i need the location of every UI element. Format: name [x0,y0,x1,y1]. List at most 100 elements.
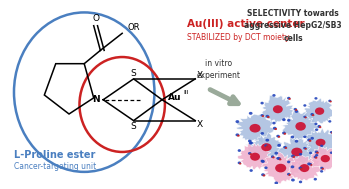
Ellipse shape [271,155,274,158]
Ellipse shape [261,132,264,135]
Ellipse shape [309,163,312,166]
Ellipse shape [287,119,290,122]
Ellipse shape [250,153,260,161]
Ellipse shape [307,139,311,141]
Ellipse shape [334,110,337,112]
Text: STABILIZED by DCT moiety: STABILIZED by DCT moiety [187,33,289,42]
Ellipse shape [315,139,326,146]
Ellipse shape [341,158,344,160]
Ellipse shape [236,133,239,136]
Ellipse shape [287,173,290,176]
Ellipse shape [303,115,306,118]
Ellipse shape [338,142,340,144]
Ellipse shape [314,150,318,153]
Ellipse shape [262,115,264,117]
Text: Cancer-targeting unit: Cancer-targeting unit [14,162,96,171]
Ellipse shape [282,132,286,134]
Polygon shape [288,152,322,181]
Ellipse shape [303,147,306,149]
Ellipse shape [283,146,287,149]
Ellipse shape [291,148,302,156]
Ellipse shape [260,102,264,105]
Ellipse shape [314,97,318,100]
Ellipse shape [295,109,297,111]
Text: in vitro
experiment: in vitro experiment [197,59,241,80]
Ellipse shape [264,144,268,147]
Polygon shape [262,152,300,184]
Ellipse shape [266,115,269,118]
Ellipse shape [303,136,306,138]
Ellipse shape [340,157,343,160]
Ellipse shape [310,137,314,140]
Text: III: III [183,90,188,95]
Ellipse shape [292,156,295,158]
Ellipse shape [312,114,314,116]
Ellipse shape [250,124,261,132]
Ellipse shape [261,143,272,151]
Ellipse shape [287,161,290,163]
Polygon shape [310,145,342,172]
Ellipse shape [273,105,283,113]
Ellipse shape [295,140,298,143]
Ellipse shape [315,154,318,156]
Ellipse shape [261,160,265,163]
Ellipse shape [272,94,276,97]
Ellipse shape [331,132,334,134]
Polygon shape [245,132,286,163]
Polygon shape [304,98,336,124]
Ellipse shape [284,133,286,135]
Ellipse shape [307,162,311,165]
Ellipse shape [291,165,294,168]
Ellipse shape [249,142,253,145]
Ellipse shape [285,147,287,149]
Polygon shape [304,128,336,155]
Ellipse shape [300,168,303,170]
Ellipse shape [320,167,324,170]
Text: L-Proline ester: L-Proline ester [14,150,95,160]
Ellipse shape [288,98,291,100]
Ellipse shape [261,160,264,162]
Ellipse shape [288,174,291,176]
Ellipse shape [319,126,321,128]
Ellipse shape [330,151,333,154]
Ellipse shape [250,142,253,144]
Ellipse shape [266,139,269,142]
Ellipse shape [309,140,311,142]
Text: N: N [92,95,99,104]
Text: Au(III) active center: Au(III) active center [187,19,304,29]
Ellipse shape [330,131,333,133]
Ellipse shape [315,157,318,159]
Ellipse shape [336,141,340,144]
Ellipse shape [275,164,286,172]
Text: X: X [197,70,203,80]
Ellipse shape [264,167,268,169]
Ellipse shape [248,140,252,142]
Ellipse shape [334,168,337,170]
Ellipse shape [277,157,281,160]
Text: S: S [131,69,136,78]
Ellipse shape [295,110,298,113]
Ellipse shape [321,168,324,170]
Ellipse shape [321,155,330,162]
Ellipse shape [261,173,265,176]
Ellipse shape [328,120,331,123]
Ellipse shape [236,120,239,123]
Ellipse shape [237,135,240,137]
Ellipse shape [278,136,280,138]
Ellipse shape [277,144,281,147]
Text: Au: Au [168,93,181,102]
Ellipse shape [314,123,318,125]
Ellipse shape [263,174,265,177]
Ellipse shape [299,153,302,156]
Text: SELECTIVITY towards
aggressive HepG2/SB3
cells: SELECTIVITY towards aggressive HepG2/SB3… [244,9,342,43]
Ellipse shape [291,155,295,158]
Ellipse shape [310,164,313,166]
FancyArrowPatch shape [210,90,238,104]
Ellipse shape [266,145,268,147]
Ellipse shape [316,152,319,154]
Ellipse shape [299,180,302,183]
Ellipse shape [248,152,252,155]
Text: X: X [197,120,203,129]
Ellipse shape [334,147,337,150]
Ellipse shape [276,135,280,137]
